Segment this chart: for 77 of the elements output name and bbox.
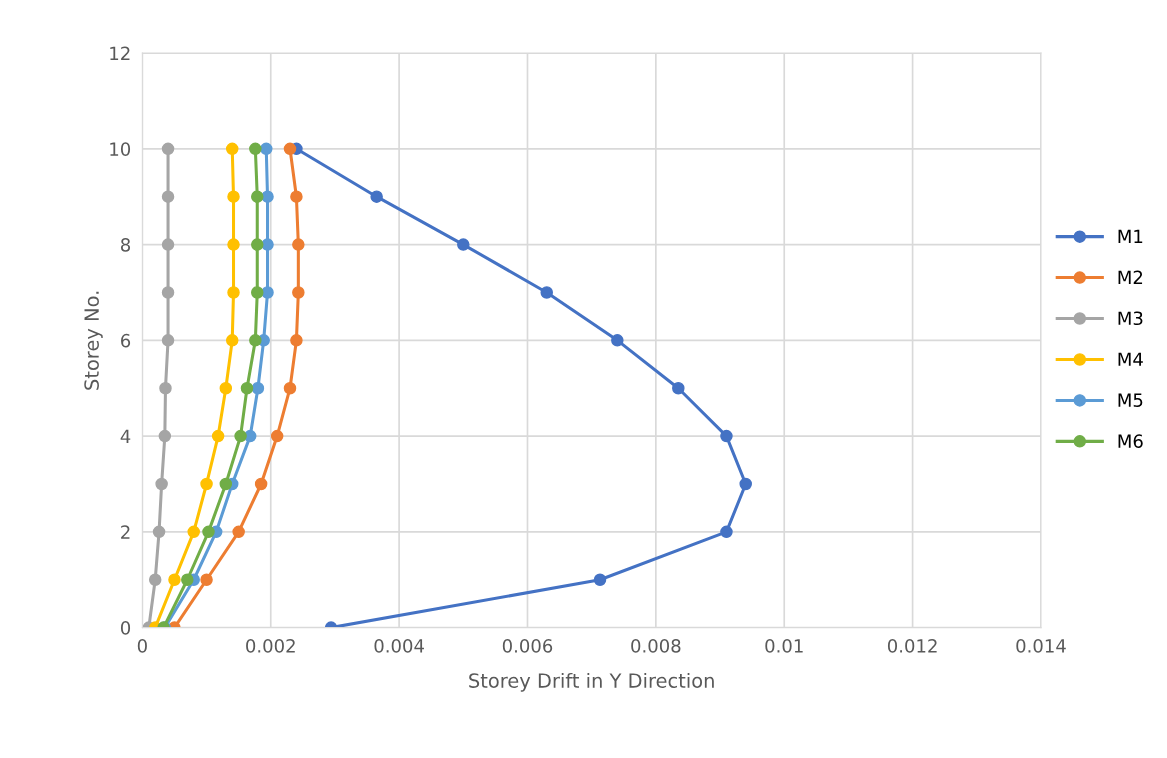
point	[161, 286, 175, 299]
point	[270, 429, 284, 443]
x-axis-title: Storey Drift in Y Direction	[469, 672, 714, 692]
point	[161, 142, 175, 156]
point	[283, 381, 297, 395]
point	[290, 334, 303, 347]
legend-label: M1	[1118, 229, 1143, 243]
x-tick-label: 0.01	[765, 639, 803, 653]
point	[251, 286, 264, 299]
x-tick-label: 0.004	[374, 639, 424, 653]
point	[720, 525, 733, 539]
point	[249, 142, 262, 156]
legend-label: M2	[1118, 270, 1143, 284]
y-axis-title: Storey No.	[84, 291, 103, 390]
point	[161, 190, 175, 203]
point	[457, 238, 470, 251]
point	[261, 190, 274, 203]
y-tick-label: 0	[120, 621, 131, 635]
point	[370, 190, 383, 203]
point	[283, 142, 297, 156]
point	[251, 238, 264, 251]
point	[234, 429, 247, 443]
y-tick-label: 12	[110, 46, 130, 60]
legend-label: M6	[1118, 434, 1143, 448]
y-tick-label: 2	[121, 525, 130, 539]
point	[200, 477, 213, 491]
point	[227, 286, 240, 299]
y-tick-label: 6	[121, 333, 131, 348]
point	[720, 429, 733, 443]
point	[187, 525, 200, 539]
point	[240, 381, 254, 395]
point	[181, 573, 194, 586]
legend-label: M5	[1118, 393, 1143, 407]
y-tick-label: 4	[120, 429, 131, 443]
point	[232, 525, 245, 539]
point	[152, 525, 166, 539]
point	[251, 381, 265, 395]
legend-label: M4	[1118, 352, 1143, 366]
point	[227, 238, 240, 251]
point	[161, 334, 175, 347]
point	[211, 429, 225, 443]
point	[159, 381, 172, 395]
point	[168, 573, 181, 586]
x-tick-label: 0.012	[887, 639, 937, 653]
point	[225, 334, 239, 347]
point	[158, 429, 172, 443]
point	[292, 286, 305, 299]
point	[540, 286, 553, 299]
point	[219, 381, 233, 395]
point	[219, 477, 233, 491]
point	[611, 334, 624, 347]
point	[290, 190, 303, 203]
point	[672, 381, 685, 395]
point	[254, 477, 268, 491]
x-tick-label: 0.006	[502, 639, 553, 653]
point	[148, 573, 162, 586]
y-tick-label: 8	[121, 238, 131, 252]
point	[593, 573, 607, 586]
point	[249, 334, 262, 347]
point	[161, 238, 175, 251]
point	[261, 238, 274, 251]
point	[251, 190, 264, 203]
point	[292, 238, 305, 251]
point	[225, 142, 239, 156]
point	[260, 142, 273, 156]
point	[200, 573, 213, 586]
point	[202, 525, 215, 539]
point	[261, 286, 274, 299]
x-tick-label: 0.008	[631, 639, 681, 653]
legend-label: M3	[1118, 311, 1143, 326]
point	[739, 477, 752, 491]
point	[155, 477, 168, 491]
x-tick-label: 0.002	[246, 639, 295, 653]
x-tick-label: 0	[137, 639, 147, 653]
y-tick-label: 10	[110, 142, 131, 156]
x-tick-label: 0.014	[1016, 639, 1066, 653]
point	[227, 190, 240, 203]
